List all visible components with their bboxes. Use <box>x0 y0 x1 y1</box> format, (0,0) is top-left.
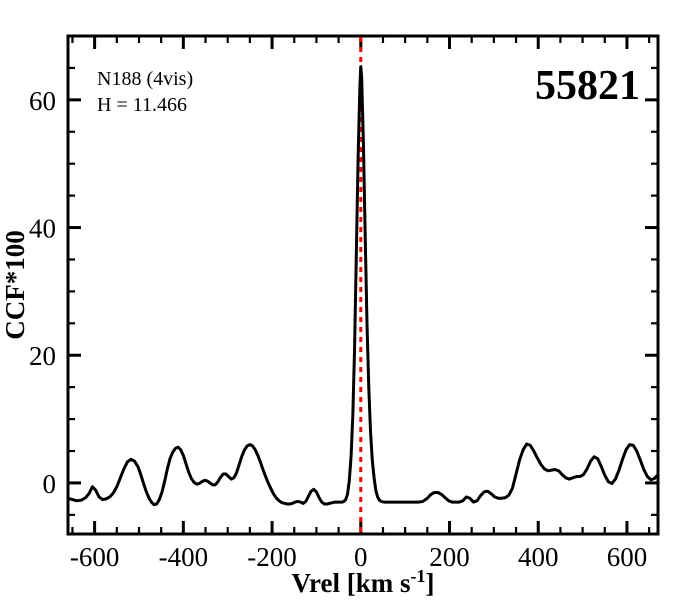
y-tick-label: 60 <box>29 86 56 116</box>
ccf-curve <box>66 65 660 507</box>
y-tick-label: 40 <box>29 214 56 244</box>
y-axis-tick-labels: 0 20 40 60 <box>29 86 56 499</box>
magnitude-annotation: H = 11.466 <box>97 94 187 116</box>
x-axis-label-tail: ] <box>425 568 434 598</box>
x-tick-label: 600 <box>607 542 648 572</box>
y-tick-label: 0 <box>43 469 57 499</box>
x-tick-label: -200 <box>247 542 297 572</box>
x-axis-label: Vrel [km s-1] <box>292 566 435 598</box>
x-tick-label: 0 <box>354 542 368 572</box>
axis-ticks <box>68 34 658 534</box>
x-tick-label: 200 <box>429 542 470 572</box>
target-annotation: N188 (4vis) <box>97 68 193 90</box>
x-axis-label-base: Vrel [km s <box>292 568 411 598</box>
y-tick-label: 20 <box>29 341 56 371</box>
x-tick-label: -400 <box>159 542 209 572</box>
x-tick-label: -600 <box>70 542 120 572</box>
x-axis-tick-labels: -600 -400 -200 0 200 400 600 <box>70 542 647 572</box>
plot-frame <box>66 34 660 536</box>
x-axis-label-superscript: -1 <box>410 566 425 586</box>
epoch-label: 55821 <box>535 63 640 109</box>
x-tick-label: 400 <box>518 542 559 572</box>
y-axis-label: CCF*100 <box>0 230 30 340</box>
